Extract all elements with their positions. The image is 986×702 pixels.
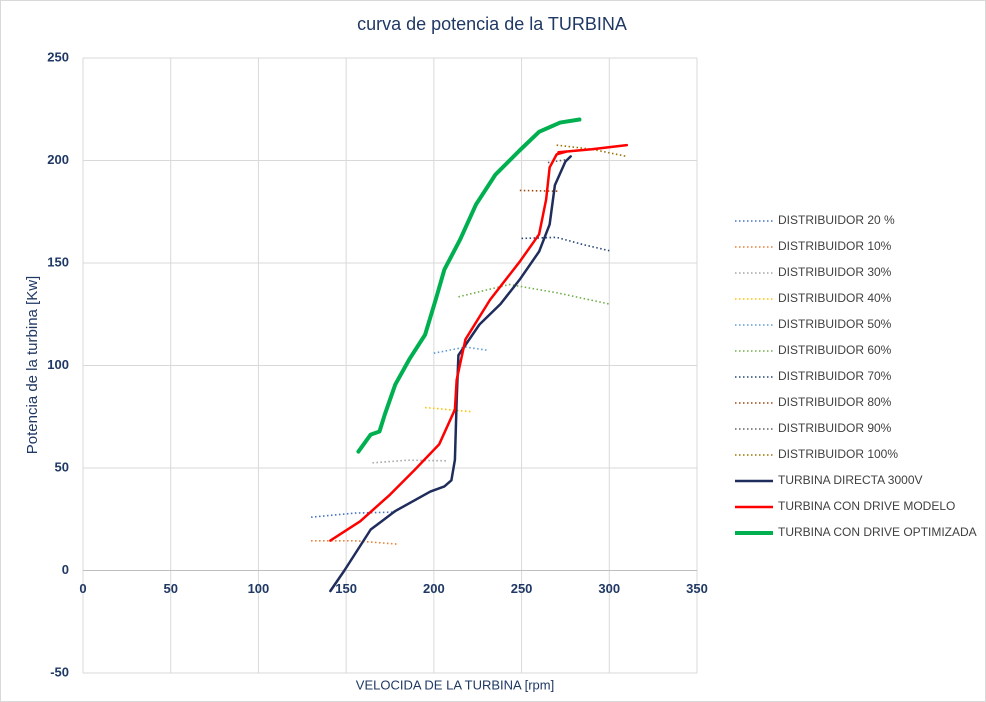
x-tick-label: 150 <box>335 581 357 596</box>
legend-label: DISTRIBUIDOR 50% <box>778 317 892 331</box>
x-tick-label: 250 <box>511 581 533 596</box>
series-line <box>356 117 582 454</box>
x-tick-label: 350 <box>686 581 708 596</box>
y-axis-title: Potencia de la turbina [Kw] <box>24 276 41 454</box>
legend-label: DISTRIBUIDOR 30% <box>778 265 892 279</box>
series-line <box>329 143 629 542</box>
series-line <box>310 511 396 518</box>
legend-label: TURBINA DIRECTA 3000V <box>778 473 923 487</box>
y-tick-label: 100 <box>47 357 69 372</box>
series-line <box>521 236 610 252</box>
x-tick-label: 50 <box>163 581 177 596</box>
y-tick-label: 0 <box>62 562 69 577</box>
x-tick-label: 0 <box>79 581 86 596</box>
y-tick-label: 200 <box>47 152 69 167</box>
y-tick-label: 250 <box>47 49 69 64</box>
legend-label: TURBINA CON DRIVE OPTIMIZADA <box>778 525 977 539</box>
legend-label: DISTRIBUIDOR 20 % <box>778 213 895 227</box>
y-tick-label: 150 <box>47 254 69 269</box>
legend-label: DISTRIBUIDOR 90% <box>778 421 892 435</box>
legend-label: TURBINA CON DRIVE MODELO <box>778 499 955 513</box>
x-tick-label: 100 <box>248 581 270 596</box>
series-line <box>547 158 568 164</box>
legend-label: DISTRIBUIDOR 60% <box>778 343 892 357</box>
series-line <box>519 189 559 193</box>
x-tick-label: 200 <box>423 581 445 596</box>
x-tick-label: 300 <box>598 581 620 596</box>
series-line <box>458 283 610 305</box>
chart-title: curva de potencia de la TURBINA <box>357 14 627 34</box>
x-axis-title: VELOCIDA DE LA TURBINA [rpm] <box>356 677 554 692</box>
y-tick-label: -50 <box>50 664 69 679</box>
legend-label: DISTRIBUIDOR 10% <box>778 239 892 253</box>
legend-label: DISTRIBUIDOR 40% <box>778 291 892 305</box>
legend-label: DISTRIBUIDOR 100% <box>778 447 898 461</box>
series-line <box>311 539 399 546</box>
legend-label: DISTRIBUIDOR 80% <box>778 395 892 409</box>
y-tick-label: 50 <box>55 459 69 474</box>
legend-label: DISTRIBUIDOR 70% <box>778 369 892 383</box>
